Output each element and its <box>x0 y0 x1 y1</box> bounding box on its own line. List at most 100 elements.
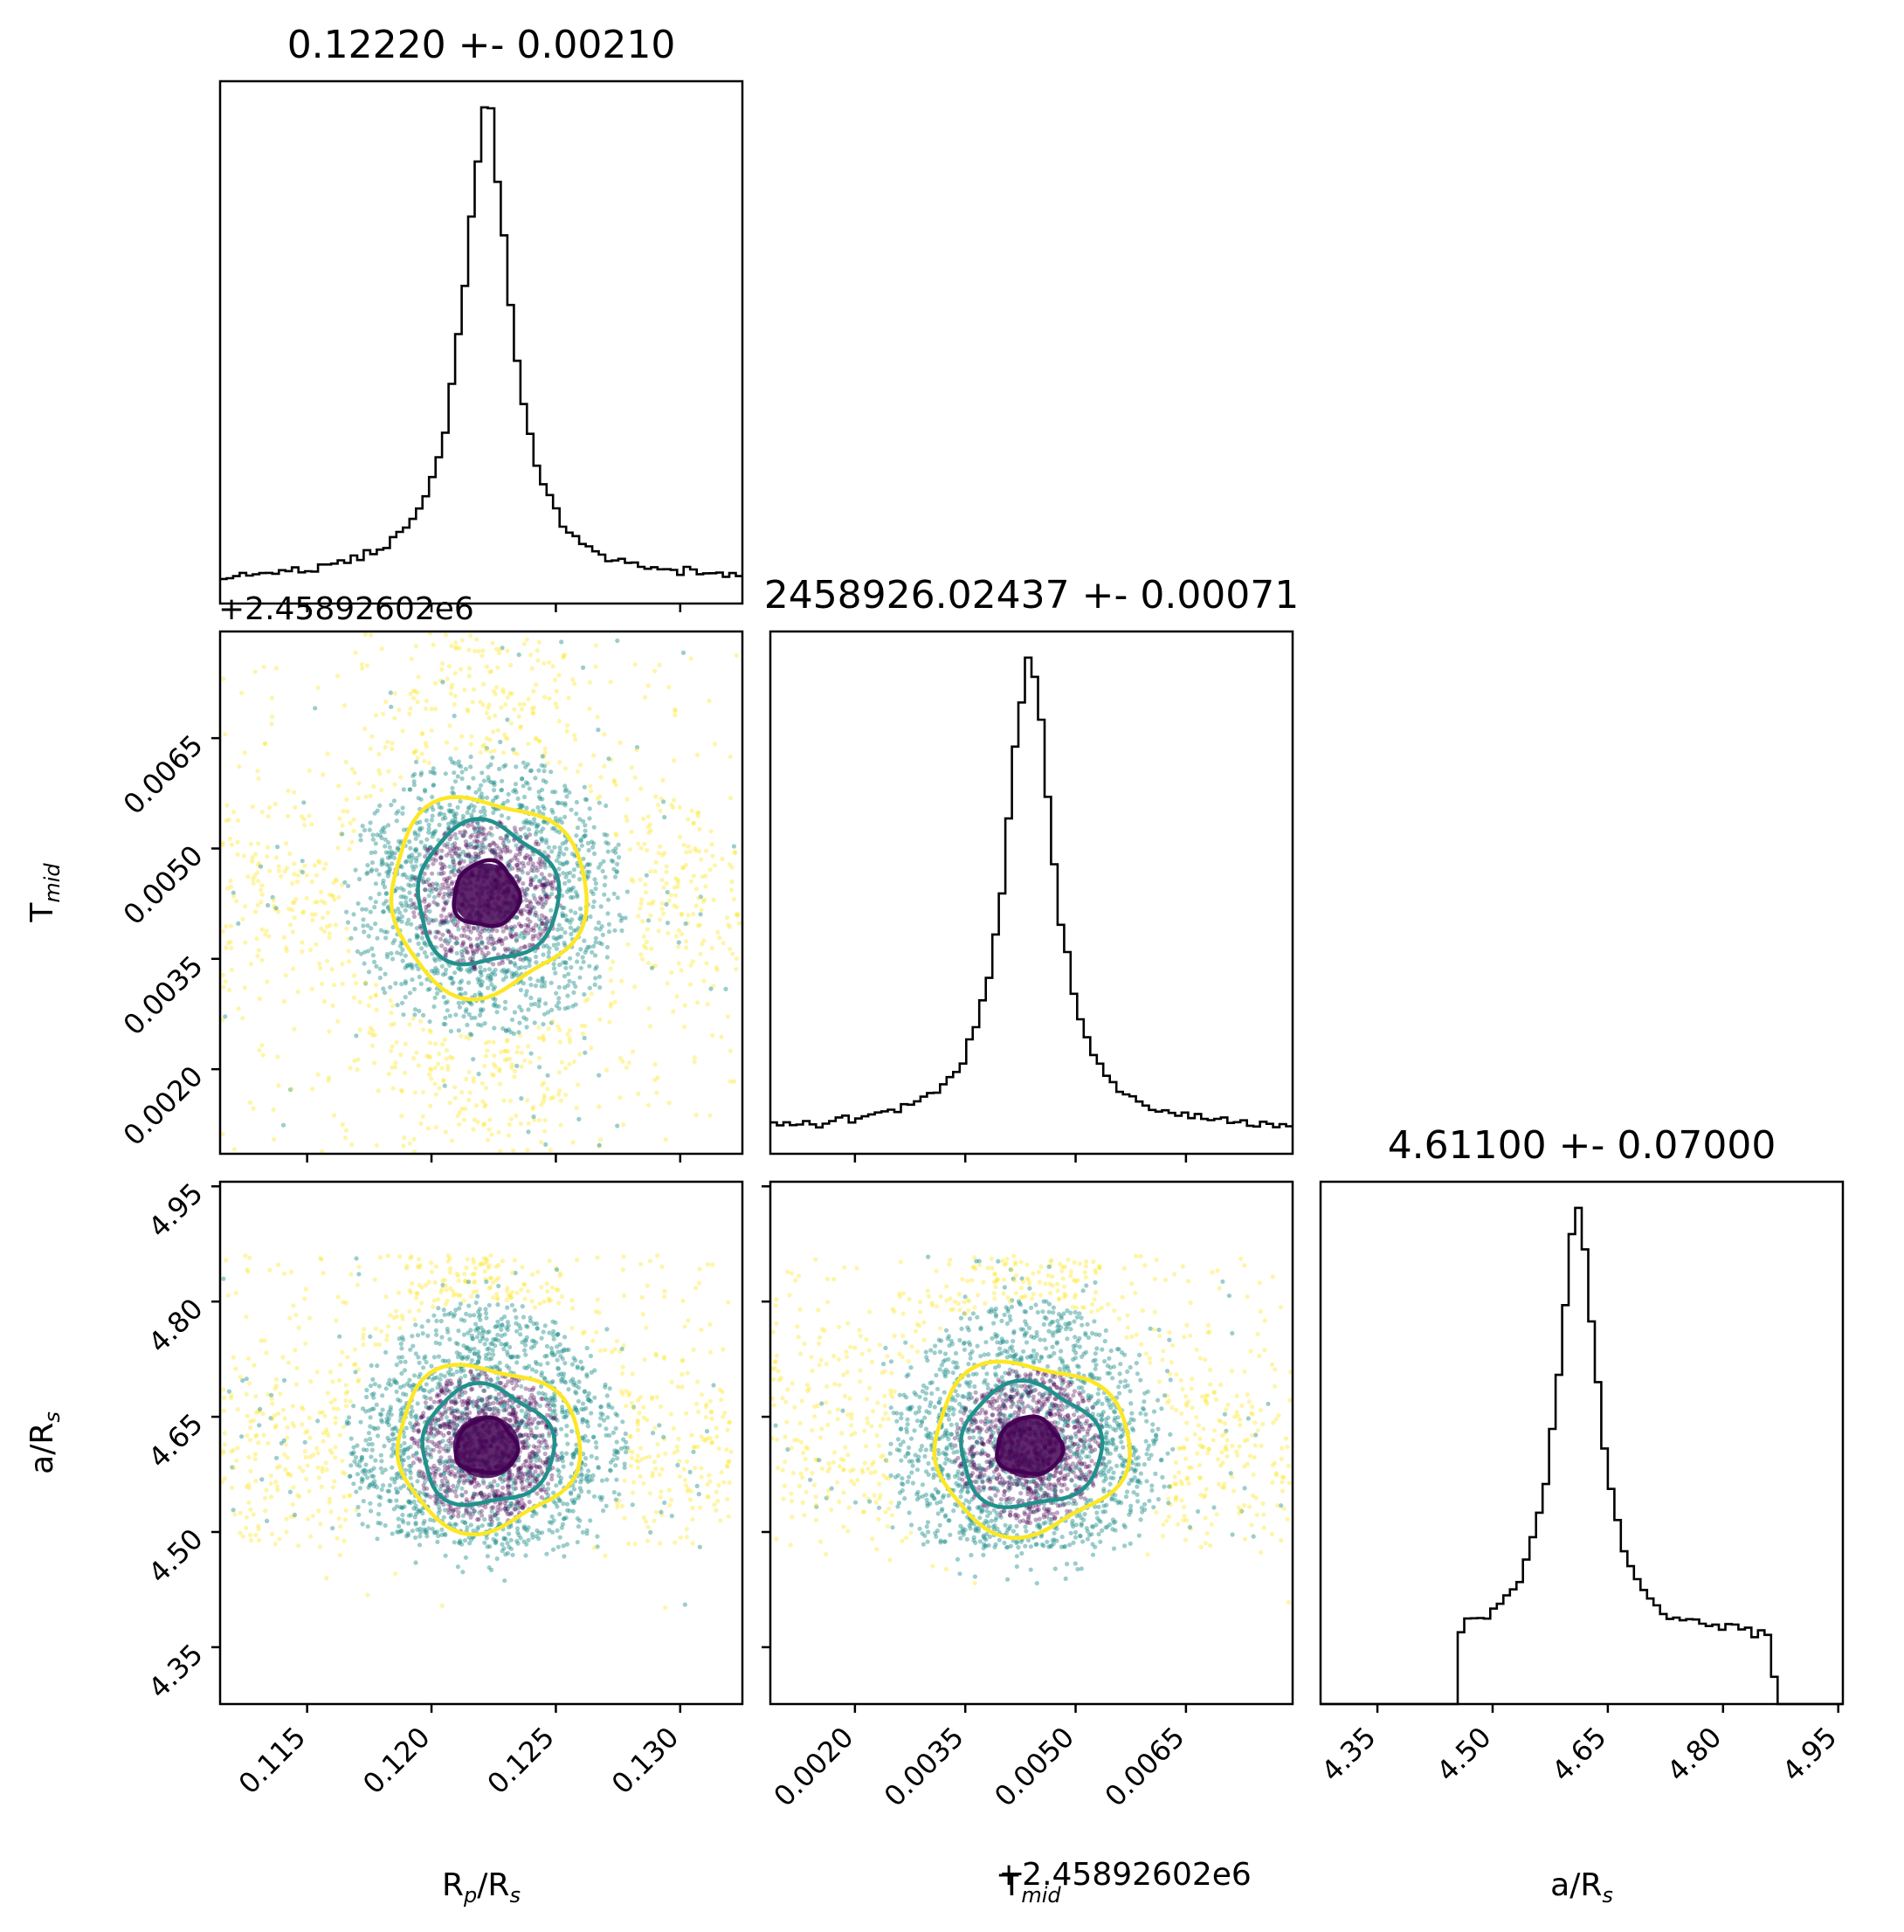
scatter-point <box>370 1377 375 1382</box>
scatter-point <box>363 632 368 637</box>
scatter-point <box>480 1100 485 1104</box>
scatter-point <box>486 1128 491 1132</box>
scatter-point <box>542 1094 547 1098</box>
scatter-point <box>695 753 700 757</box>
scatter-point <box>698 1505 702 1509</box>
scatter-point <box>531 894 535 898</box>
scatter-point <box>253 909 258 914</box>
scatter-point <box>393 981 397 985</box>
scatter-point <box>449 1029 453 1033</box>
scatter-point <box>707 1114 712 1118</box>
scatter-point <box>245 1392 249 1397</box>
scatter-point <box>633 776 638 780</box>
scatter-point <box>563 875 568 880</box>
scatter-point <box>734 967 738 971</box>
scatter-point <box>486 1039 491 1044</box>
scatter-point <box>424 1382 429 1386</box>
scatter-point <box>732 844 736 848</box>
scatter-point <box>618 741 623 745</box>
scatter-point <box>421 1090 425 1094</box>
scatter-point <box>404 1042 408 1046</box>
scatter-point <box>510 1062 514 1066</box>
scatter-point <box>318 966 322 970</box>
scatter-point <box>523 855 528 859</box>
scatter-point <box>398 1360 403 1364</box>
scatter-point <box>443 865 447 869</box>
scatter-point <box>608 1386 612 1390</box>
scatter-point <box>338 1363 342 1367</box>
scatter-point <box>577 877 582 881</box>
scatter-point <box>469 755 473 759</box>
scatter-point <box>547 950 551 955</box>
scatter-point <box>383 1523 388 1528</box>
scatter-point <box>307 1416 312 1420</box>
scatter-point <box>349 1142 354 1147</box>
scatter-point <box>543 1323 548 1328</box>
scatter-point <box>257 948 261 952</box>
scatter-point <box>400 811 404 816</box>
scatter-point <box>376 1426 380 1431</box>
scatter-point <box>382 830 386 834</box>
scatter-point <box>229 1396 233 1400</box>
scatter-point <box>373 1459 377 1463</box>
scatter-point <box>409 1471 413 1475</box>
scatter-point <box>466 1280 471 1284</box>
scatter-point <box>588 914 592 919</box>
scatter-point <box>578 1480 583 1484</box>
scatter-point <box>227 988 231 992</box>
scatter-point <box>411 910 416 914</box>
scatter-point <box>472 1260 476 1265</box>
scatter-point <box>583 797 588 802</box>
scatter-point <box>696 1410 700 1414</box>
scatter-point <box>401 1012 405 1017</box>
scatter-point <box>568 956 572 961</box>
scatter-point <box>457 846 461 851</box>
scatter-point <box>613 1000 617 1004</box>
scatter-point <box>465 1356 469 1361</box>
scatter-point <box>615 638 619 643</box>
scatter-point <box>482 1541 486 1545</box>
scatter-point <box>655 1395 659 1399</box>
scatter-point <box>246 1356 251 1361</box>
scatter-point <box>373 1278 377 1282</box>
scatter-point <box>530 707 535 711</box>
scatter-point <box>293 805 297 810</box>
scatter-point <box>501 968 506 972</box>
scatter-point <box>440 680 445 684</box>
scatter-point <box>222 1409 226 1413</box>
scatter-point <box>369 794 373 798</box>
scatter-point <box>445 1008 450 1012</box>
scatter-point <box>613 874 617 879</box>
scatter-point <box>630 1456 634 1460</box>
scatter-point <box>356 1272 361 1276</box>
scatter-point <box>594 1440 598 1445</box>
scatter-point <box>598 1411 603 1416</box>
scatter-point <box>707 867 712 872</box>
scatter-point <box>459 1301 463 1306</box>
scatter-point <box>437 1355 441 1359</box>
scatter-point <box>497 1066 501 1071</box>
scatter-point <box>378 1495 383 1500</box>
scatter-point <box>476 839 480 844</box>
scatter-point <box>428 1019 432 1024</box>
scatter-point <box>518 702 522 707</box>
scatter-point <box>439 805 444 810</box>
scatter-point <box>646 825 651 829</box>
scatter-point <box>541 1034 545 1038</box>
scatter-point <box>430 872 434 876</box>
scatter-point <box>533 1020 537 1025</box>
scatter-point <box>444 915 448 920</box>
scatter-point <box>447 803 452 807</box>
scatter-point <box>355 1256 359 1260</box>
scatter-point <box>337 1378 341 1383</box>
scatter-point <box>311 1514 315 1518</box>
scatter-point <box>479 832 484 837</box>
scatter-point <box>459 987 463 991</box>
scatter-point <box>304 1287 308 1291</box>
scatter-point <box>421 1013 425 1018</box>
scatter-point <box>490 1072 494 1076</box>
scatter-point <box>313 863 317 867</box>
scatter-point <box>643 695 647 700</box>
scatter-point <box>533 776 537 780</box>
scatter-point <box>652 1519 656 1523</box>
